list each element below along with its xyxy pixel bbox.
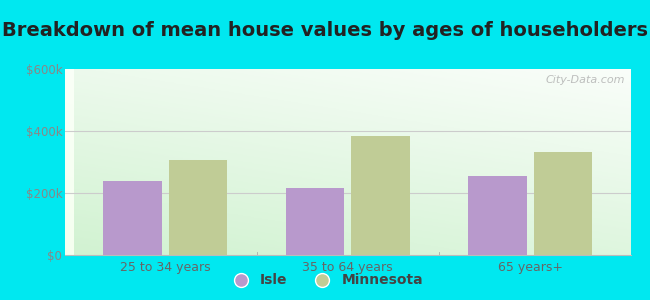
Text: Breakdown of mean house values by ages of householders: Breakdown of mean house values by ages o…: [2, 21, 648, 40]
Bar: [468, 176, 526, 255]
Bar: [286, 188, 344, 255]
Text: City-Data.com: City-Data.com: [545, 75, 625, 85]
Bar: [352, 136, 410, 255]
Bar: [103, 181, 162, 255]
Bar: [169, 160, 227, 255]
Legend: Isle, Minnesota: Isle, Minnesota: [221, 268, 429, 293]
Bar: [534, 152, 592, 255]
